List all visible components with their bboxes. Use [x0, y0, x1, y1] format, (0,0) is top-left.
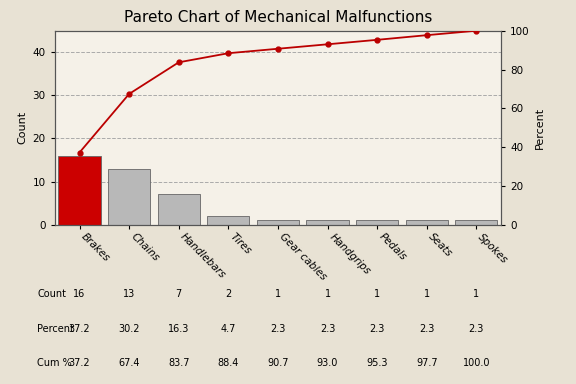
Text: 97.7: 97.7: [416, 358, 438, 368]
Text: Percent: Percent: [37, 324, 74, 334]
Text: 37.2: 37.2: [69, 358, 90, 368]
Text: 2.3: 2.3: [419, 324, 434, 334]
Bar: [58, 156, 101, 225]
Text: 7: 7: [176, 289, 182, 299]
Text: 2.3: 2.3: [320, 324, 335, 334]
Text: 37.2: 37.2: [69, 324, 90, 334]
Bar: [455, 220, 498, 225]
Text: 1: 1: [275, 289, 281, 299]
Text: 90.7: 90.7: [267, 358, 289, 368]
Text: 83.7: 83.7: [168, 358, 190, 368]
Text: 1: 1: [473, 289, 479, 299]
Bar: [158, 194, 200, 225]
Text: 93.0: 93.0: [317, 358, 338, 368]
Text: 1: 1: [424, 289, 430, 299]
Bar: [108, 169, 150, 225]
Text: 2.3: 2.3: [270, 324, 286, 334]
Bar: [257, 220, 299, 225]
Bar: [306, 220, 348, 225]
Y-axis label: Percent: Percent: [535, 107, 545, 149]
Text: 16: 16: [73, 289, 86, 299]
Text: 13: 13: [123, 289, 135, 299]
Text: 1: 1: [324, 289, 331, 299]
Text: 2.3: 2.3: [469, 324, 484, 334]
Text: 88.4: 88.4: [218, 358, 239, 368]
Text: Count: Count: [37, 289, 66, 299]
Text: Cum %: Cum %: [37, 358, 72, 368]
Text: 16.3: 16.3: [168, 324, 190, 334]
Bar: [356, 220, 398, 225]
Text: 67.4: 67.4: [119, 358, 140, 368]
Text: 95.3: 95.3: [366, 358, 388, 368]
Bar: [406, 220, 448, 225]
Bar: [207, 216, 249, 225]
Text: 4.7: 4.7: [221, 324, 236, 334]
Text: 2.3: 2.3: [369, 324, 385, 334]
Text: 30.2: 30.2: [119, 324, 140, 334]
Y-axis label: Count: Count: [17, 111, 27, 144]
Text: 1: 1: [374, 289, 380, 299]
Title: Pareto Chart of Mechanical Malfunctions: Pareto Chart of Mechanical Malfunctions: [124, 10, 432, 25]
Text: 2: 2: [225, 289, 232, 299]
Text: 100.0: 100.0: [463, 358, 490, 368]
